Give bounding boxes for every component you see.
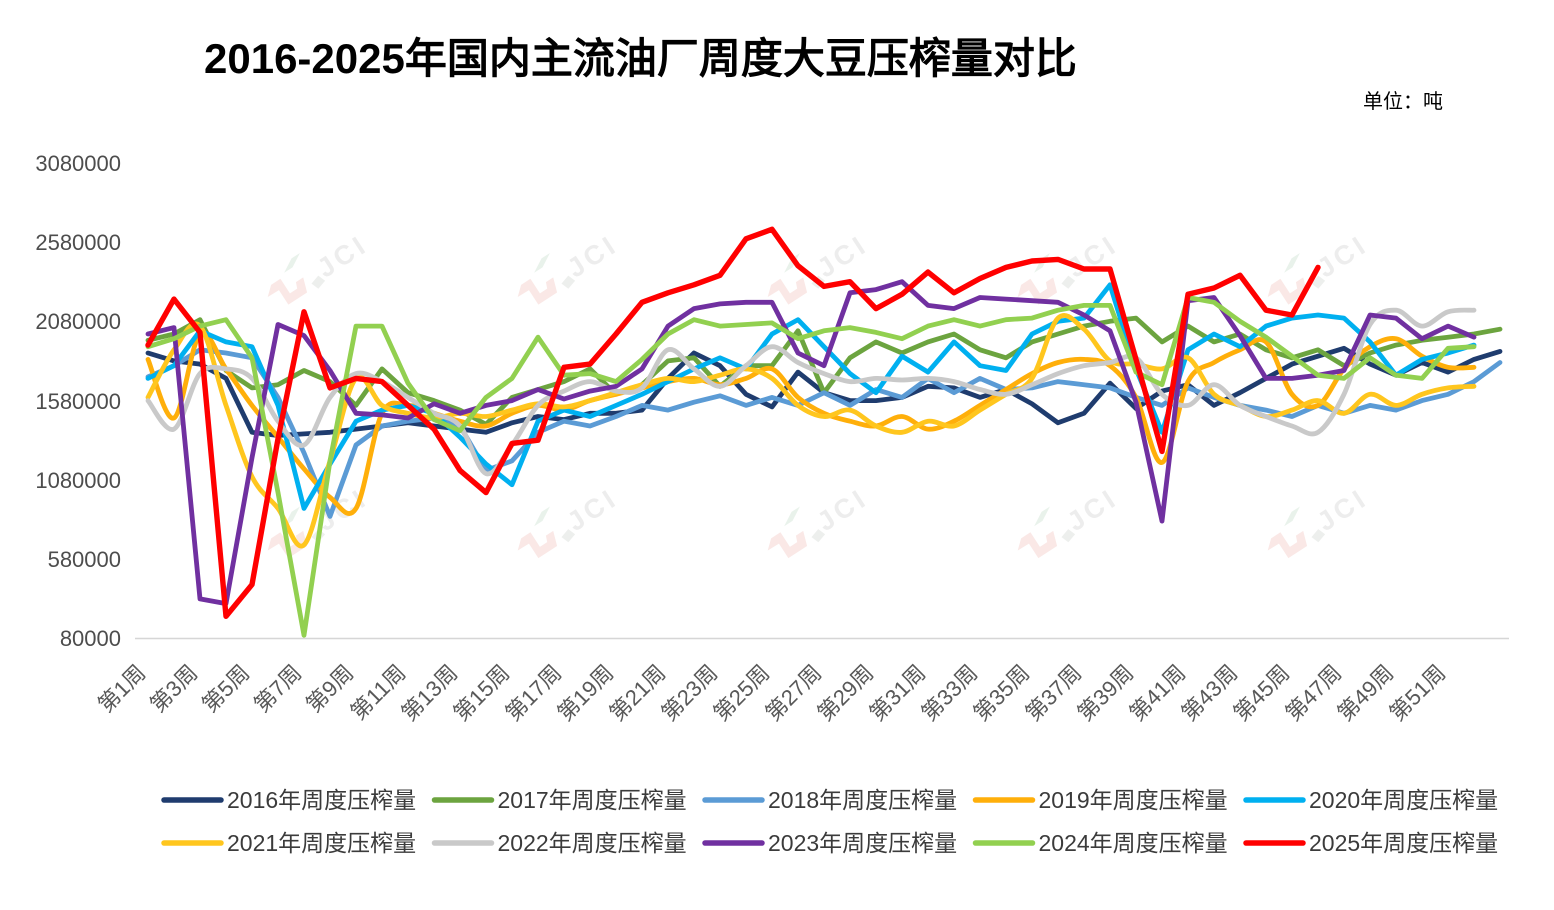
svg-text:2018年周度压榨量: 2018年周度压榨量 xyxy=(768,787,957,813)
svg-text:单位：吨: 单位：吨 xyxy=(1363,90,1443,113)
svg-text:2017年周度压榨量: 2017年周度压榨量 xyxy=(498,787,687,813)
svg-text:2024年周度压榨量: 2024年周度压榨量 xyxy=(1039,830,1228,856)
svg-text:2025年周度压榨量: 2025年周度压榨量 xyxy=(1309,830,1498,856)
svg-text:2022年周度压榨量: 2022年周度压榨量 xyxy=(498,830,687,856)
svg-text:1580000: 1580000 xyxy=(35,389,121,414)
svg-text:2021年周度压榨量: 2021年周度压榨量 xyxy=(227,830,416,856)
svg-text:80000: 80000 xyxy=(60,626,121,651)
svg-text:3080000: 3080000 xyxy=(35,151,121,176)
svg-text:2020年周度压榨量: 2020年周度压榨量 xyxy=(1309,787,1498,813)
svg-text:2019年周度压榨量: 2019年周度压榨量 xyxy=(1039,787,1228,813)
svg-text:2580000: 2580000 xyxy=(35,230,121,255)
svg-text:580000: 580000 xyxy=(48,547,121,572)
svg-text:2016-2025年国内主流油厂周度大豆压榨量对比: 2016-2025年国内主流油厂周度大豆压榨量对比 xyxy=(204,35,1077,82)
svg-text:2080000: 2080000 xyxy=(35,309,121,334)
svg-text:2023年周度压榨量: 2023年周度压榨量 xyxy=(768,830,957,856)
svg-text:2016年周度压榨量: 2016年周度压榨量 xyxy=(227,787,416,813)
svg-text:1080000: 1080000 xyxy=(35,468,121,493)
